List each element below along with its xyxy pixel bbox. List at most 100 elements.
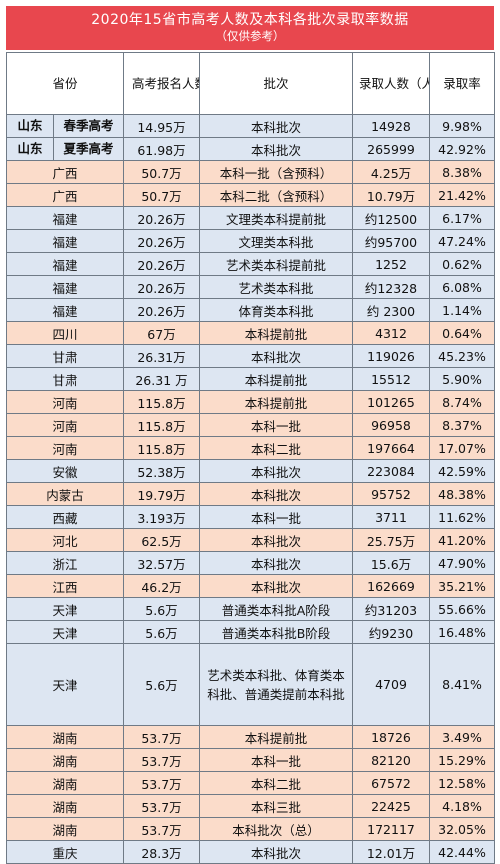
applicants-cell: 20.26万 [123, 275, 200, 299]
province-cell: 广西 [6, 183, 124, 207]
admitted-cell: 96958 [352, 413, 430, 437]
rate-cell: 16.48% [429, 620, 495, 644]
province-cell: 湖南 [6, 725, 124, 749]
table-row: 天津 5.6万 普通类本科批A阶段 约31203 55.66% [6, 597, 495, 621]
province-cell: 福建 [6, 206, 124, 230]
batch-cell: 本科批次 [199, 528, 353, 552]
admitted-cell: 95752 [352, 482, 430, 506]
admitted-cell: 15512 [352, 367, 430, 391]
batch-cell: 艺术类本科提前批 [199, 252, 353, 276]
rate-cell: 17.07% [429, 436, 495, 460]
batch-cell: 艺术类本科批、体育类本科批、普通类提前本科批 [199, 643, 353, 726]
applicants-cell: 3.193万 [123, 505, 200, 529]
rate-cell: 42.44% [429, 840, 495, 864]
province-cell: 江西 [6, 574, 124, 598]
applicants-cell: 20.26万 [123, 252, 200, 276]
rate-cell: 32.05% [429, 817, 495, 841]
admitted-cell: 67572 [352, 771, 430, 795]
applicants-cell: 53.7万 [123, 748, 200, 772]
province-cell: 河南 [6, 413, 124, 437]
table-row: 广西 50.7万 本科二批（含预科） 10.79万 21.42% [6, 183, 495, 207]
applicants-cell: 53.7万 [123, 771, 200, 795]
rate-cell: 8.38% [429, 160, 495, 184]
table-row: 四川 67万 本科提前批 4312 0.64% [6, 321, 495, 345]
applicants-cell: 50.7万 [123, 183, 200, 207]
exam-type: 春季高考 [63, 118, 114, 133]
col-header-province: 省份 [6, 52, 124, 115]
batch-cell: 本科批次 [199, 344, 353, 368]
admitted-cell: 4709 [352, 643, 430, 726]
province-cell: 广西 [6, 160, 124, 184]
admitted-cell: 约 2300 [352, 298, 430, 322]
table-row: 福建 20.26万 艺术类本科批 约12328 6.08% [6, 275, 495, 299]
admitted-cell: 18726 [352, 725, 430, 749]
rate-cell: 8.41% [429, 643, 495, 726]
admitted-cell: 22425 [352, 794, 430, 818]
batch-cell: 本科一批（含预科） [199, 160, 353, 184]
table-row: 西藏 3.193万 本科一批 3711 11.62% [6, 505, 495, 529]
rate-cell: 11.62% [429, 505, 495, 529]
rate-cell: 21.42% [429, 183, 495, 207]
batch-cell: 本科批次 [199, 574, 353, 598]
admitted-cell: 101265 [352, 390, 430, 414]
table-row: 湖南 53.7万 本科二批 67572 12.58% [6, 771, 495, 795]
admission-table: 省份 高考报名人数（人） 批次 录取人数（人） 录取率 山东 春季高考 14.9… [6, 52, 495, 864]
table-row: 湖南 53.7万 本科三批 22425 4.18% [6, 794, 495, 818]
applicants-cell: 28.3万 [123, 840, 200, 864]
batch-cell: 艺术类本科批 [199, 275, 353, 299]
applicants-cell: 115.8万 [123, 436, 200, 460]
table-row: 重庆 28.3万 本科批次 12.01万 42.44% [6, 840, 495, 864]
admitted-cell: 4.25万 [352, 160, 430, 184]
province-name: 山东 [8, 115, 54, 137]
table-row: 江西 46.2万 本科批次 162669 35.21% [6, 574, 495, 598]
rate-cell: 9.98% [429, 114, 495, 138]
admitted-cell: 12.01万 [352, 840, 430, 864]
rate-cell: 5.90% [429, 367, 495, 391]
applicants-cell: 20.26万 [123, 229, 200, 253]
table-row: 河南 115.8万 本科一批 96958 8.37% [6, 413, 495, 437]
admitted-cell: 1252 [352, 252, 430, 276]
batch-cell: 普通类本科批A阶段 [199, 597, 353, 621]
admitted-cell: 4312 [352, 321, 430, 345]
rate-cell: 12.58% [429, 771, 495, 795]
table-row: 甘肃 26.31万 本科批次 119026 45.23% [6, 344, 495, 368]
province-cell: 内蒙古 [6, 482, 124, 506]
batch-cell: 本科一批 [199, 505, 353, 529]
admitted-cell: 约95700 [352, 229, 430, 253]
province-cell: 山东 春季高考 [6, 114, 124, 138]
rate-cell: 48.38% [429, 482, 495, 506]
page-title: 2020年15省市高考人数及本科各批次录取率数据 [91, 12, 409, 28]
applicants-cell: 53.7万 [123, 794, 200, 818]
table-row: 福建 20.26万 艺术类本科提前批 1252 0.62% [6, 252, 495, 276]
province-cell: 山东 夏季高考 [6, 137, 124, 161]
admitted-cell: 约9230 [352, 620, 430, 644]
applicants-cell: 53.7万 [123, 725, 200, 749]
table-row: 湖南 53.7万 本科提前批 18726 3.49% [6, 725, 495, 749]
rate-cell: 47.90% [429, 551, 495, 575]
batch-cell: 本科二批 [199, 771, 353, 795]
admitted-cell: 约12500 [352, 206, 430, 230]
province-cell: 湖南 [6, 794, 124, 818]
province-cell: 福建 [6, 298, 124, 322]
table-row: 湖南 53.7万 本科一批 82120 15.29% [6, 748, 495, 772]
table-row: 内蒙古 19.79万 本科批次 95752 48.38% [6, 482, 495, 506]
applicants-cell: 5.6万 [123, 643, 200, 726]
batch-cell: 本科二批 [199, 436, 353, 460]
batch-cell: 本科批次 [199, 482, 353, 506]
applicants-cell: 5.6万 [123, 597, 200, 621]
rate-cell: 4.18% [429, 794, 495, 818]
batch-cell: 本科提前批 [199, 390, 353, 414]
admitted-cell: 约12328 [352, 275, 430, 299]
batch-cell: 本科一批 [199, 413, 353, 437]
batch-cell: 本科三批 [199, 794, 353, 818]
admitted-cell: 25.75万 [352, 528, 430, 552]
applicants-cell: 67万 [123, 321, 200, 345]
batch-cell: 本科一批 [199, 748, 353, 772]
province-cell: 湖南 [6, 817, 124, 841]
applicants-cell: 20.26万 [123, 206, 200, 230]
province-cell: 湖南 [6, 748, 124, 772]
admitted-cell: 15.6万 [352, 551, 430, 575]
applicants-cell: 53.7万 [123, 817, 200, 841]
province-cell: 天津 [6, 620, 124, 644]
province-cell: 天津 [6, 597, 124, 621]
